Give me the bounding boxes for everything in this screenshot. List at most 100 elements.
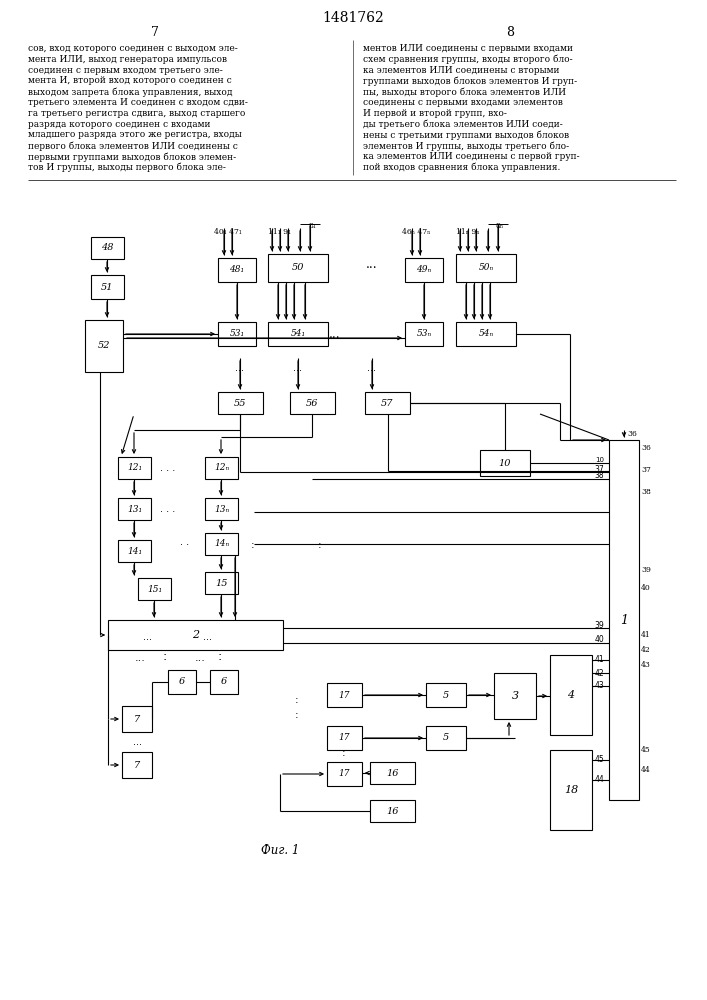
Text: 56: 56 bbox=[306, 398, 319, 408]
Text: 39: 39 bbox=[641, 566, 651, 574]
Text: ...: ... bbox=[202, 632, 211, 642]
Text: га третьего регистра сдвига, выход старшего: га третьего регистра сдвига, выход старш… bbox=[28, 109, 245, 118]
Bar bbox=[138, 578, 171, 600]
Bar bbox=[456, 254, 516, 282]
Text: 41: 41 bbox=[595, 656, 604, 664]
Text: :: : bbox=[296, 695, 299, 705]
Text: младшего разряда этого же регистра, входы: младшего разряда этого же регистра, вход… bbox=[28, 130, 242, 139]
Text: 7: 7 bbox=[151, 25, 159, 38]
Bar bbox=[327, 762, 362, 786]
Text: 42: 42 bbox=[595, 668, 604, 678]
Text: :: : bbox=[296, 710, 299, 720]
Text: 13ₙ: 13ₙ bbox=[214, 504, 229, 514]
Text: :: : bbox=[218, 650, 222, 664]
Text: ...: ... bbox=[134, 653, 146, 663]
Bar bbox=[118, 498, 151, 520]
Text: 37: 37 bbox=[595, 464, 604, 474]
Bar bbox=[290, 392, 335, 414]
Bar bbox=[91, 237, 124, 259]
Text: :: : bbox=[163, 650, 167, 664]
Text: разряда которого соединен с входами: разряда которого соединен с входами bbox=[28, 120, 211, 129]
Text: 7: 7 bbox=[134, 714, 140, 724]
Bar bbox=[405, 258, 443, 282]
Text: элементов И группы, выходы третьего бло-: элементов И группы, выходы третьего бло- bbox=[363, 141, 569, 151]
Bar bbox=[480, 450, 530, 476]
Text: третьего элемента И соединен с входом сдви-: третьего элемента И соединен с входом сд… bbox=[28, 98, 248, 107]
Text: первыми группами выходов блоков элемен-: первыми группами выходов блоков элемен- bbox=[28, 152, 236, 161]
Bar bbox=[370, 762, 415, 784]
Text: 38: 38 bbox=[595, 472, 604, 481]
Text: соединен с первым входом третьего эле-: соединен с первым входом третьего эле- bbox=[28, 66, 223, 75]
Text: 17: 17 bbox=[339, 690, 350, 700]
Text: 8₁: 8₁ bbox=[308, 222, 316, 230]
Bar bbox=[218, 392, 263, 414]
Text: ...: ... bbox=[329, 328, 341, 340]
Text: 14₁: 14₁ bbox=[127, 546, 142, 556]
Text: 44: 44 bbox=[641, 766, 650, 774]
Text: ка элементов ИЛИ соединены с первой груп-: ка элементов ИЛИ соединены с первой груп… bbox=[363, 152, 580, 161]
Text: 12ₙ: 12ₙ bbox=[214, 464, 229, 473]
Text: 54ₙ: 54ₙ bbox=[479, 330, 493, 338]
Text: 52: 52 bbox=[98, 342, 110, 351]
Bar bbox=[118, 540, 151, 562]
Bar bbox=[205, 457, 238, 479]
Text: 6: 6 bbox=[221, 678, 227, 686]
Text: 1: 1 bbox=[620, 613, 628, 626]
Text: 7: 7 bbox=[134, 760, 140, 770]
Text: 18: 18 bbox=[564, 785, 578, 795]
Text: 38: 38 bbox=[641, 488, 651, 496]
Text: 10: 10 bbox=[498, 458, 511, 468]
Bar bbox=[456, 322, 516, 346]
Bar bbox=[122, 706, 152, 732]
Text: пой входов сравнения блока управления.: пой входов сравнения блока управления. bbox=[363, 163, 561, 172]
Text: мента ИЛИ, выход генератора импульсов: мента ИЛИ, выход генератора импульсов bbox=[28, 55, 227, 64]
Text: 50ₙ: 50ₙ bbox=[479, 263, 493, 272]
Text: первого блока элементов ИЛИ соединены с: первого блока элементов ИЛИ соединены с bbox=[28, 141, 238, 151]
Text: 43: 43 bbox=[641, 661, 651, 669]
Text: ментов ИЛИ соединены с первыми входами: ментов ИЛИ соединены с первыми входами bbox=[363, 44, 573, 53]
Bar bbox=[218, 322, 256, 346]
Text: выходом запрета блока управления, выход: выходом запрета блока управления, выход bbox=[28, 87, 233, 97]
Bar bbox=[609, 440, 639, 800]
Text: 49ₙ: 49ₙ bbox=[416, 265, 431, 274]
Bar bbox=[85, 320, 123, 372]
Bar bbox=[205, 498, 238, 520]
Text: . .: . . bbox=[180, 537, 189, 547]
Text: 42: 42 bbox=[641, 646, 650, 654]
Text: 37: 37 bbox=[641, 466, 651, 474]
Text: 57: 57 bbox=[381, 398, 394, 408]
Text: пы, выходы второго блока элементов ИЛИ: пы, выходы второго блока элементов ИЛИ bbox=[363, 87, 566, 97]
Text: 50: 50 bbox=[292, 263, 304, 272]
Text: 36: 36 bbox=[627, 430, 637, 438]
Text: И первой и второй групп, вхо-: И первой и второй групп, вхо- bbox=[363, 109, 507, 118]
Text: 40: 40 bbox=[641, 584, 650, 592]
Text: :: : bbox=[251, 540, 255, 550]
Text: 17: 17 bbox=[339, 734, 350, 742]
Bar bbox=[118, 457, 151, 479]
Text: 45: 45 bbox=[641, 746, 650, 754]
Bar bbox=[494, 673, 536, 719]
Text: 15: 15 bbox=[215, 578, 228, 587]
Text: ...: ... bbox=[293, 363, 303, 373]
Text: 11₁ 9₁: 11₁ 9₁ bbox=[269, 228, 291, 236]
Bar bbox=[218, 258, 256, 282]
Bar bbox=[370, 800, 415, 822]
Bar bbox=[327, 726, 362, 750]
Bar bbox=[550, 750, 592, 830]
Text: 15₁: 15₁ bbox=[147, 584, 162, 593]
Text: . . .: . . . bbox=[160, 463, 175, 473]
Text: 12₁: 12₁ bbox=[127, 464, 142, 473]
Text: 43: 43 bbox=[595, 682, 604, 690]
Text: 3: 3 bbox=[511, 691, 518, 701]
Text: 13₁: 13₁ bbox=[127, 504, 142, 514]
Bar bbox=[268, 254, 328, 282]
Text: 40₁ 47₁: 40₁ 47₁ bbox=[214, 228, 242, 236]
Text: 5: 5 bbox=[443, 734, 449, 742]
Text: ...: ... bbox=[194, 653, 206, 663]
Text: 39: 39 bbox=[595, 620, 604, 630]
Text: 41: 41 bbox=[641, 631, 650, 639]
Text: 46ₙ 47ₙ: 46ₙ 47ₙ bbox=[402, 228, 430, 236]
Text: 1481762: 1481762 bbox=[322, 11, 385, 25]
Bar bbox=[268, 322, 328, 346]
Text: 53ₙ: 53ₙ bbox=[416, 330, 431, 338]
